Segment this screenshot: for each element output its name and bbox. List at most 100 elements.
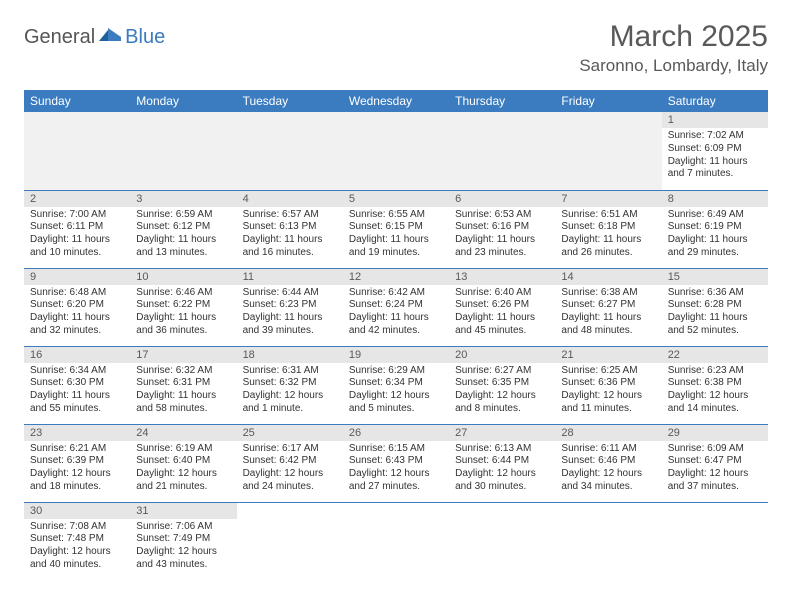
day-number: 9	[24, 269, 130, 285]
day-details: Sunrise: 6:36 AMSunset: 6:28 PMDaylight:…	[662, 285, 768, 342]
sunset-line: Sunset: 6:34 PM	[349, 377, 443, 390]
day-cell: 1Sunrise: 7:02 AMSunset: 6:09 PMDaylight…	[662, 112, 768, 190]
calendar-week-row: 23Sunrise: 6:21 AMSunset: 6:39 PMDayligh…	[24, 424, 768, 502]
day-header: Sunday	[24, 90, 130, 112]
calendar-week-row: 30Sunrise: 7:08 AMSunset: 7:48 PMDayligh…	[24, 502, 768, 580]
day-details: Sunrise: 6:44 AMSunset: 6:23 PMDaylight:…	[237, 285, 343, 342]
day-details: Sunrise: 6:11 AMSunset: 6:46 PMDaylight:…	[555, 441, 661, 498]
calendar-week-row: 1Sunrise: 7:02 AMSunset: 6:09 PMDaylight…	[24, 112, 768, 190]
day-cell: 21Sunrise: 6:25 AMSunset: 6:36 PMDayligh…	[555, 346, 661, 424]
sunset-line: Sunset: 6:47 PM	[668, 455, 762, 468]
day-number: 12	[343, 269, 449, 285]
sunrise-line: Sunrise: 6:11 AM	[561, 443, 655, 456]
daylight-line: Daylight: 11 hours and 16 minutes.	[243, 234, 337, 260]
sunset-line: Sunset: 6:39 PM	[30, 455, 124, 468]
empty-cell	[343, 502, 449, 580]
day-details: Sunrise: 6:27 AMSunset: 6:35 PMDaylight:…	[449, 363, 555, 420]
empty-cell	[237, 502, 343, 580]
day-cell: 14Sunrise: 6:38 AMSunset: 6:27 PMDayligh…	[555, 268, 661, 346]
location: Saronno, Lombardy, Italy	[579, 56, 768, 76]
day-details: Sunrise: 7:02 AMSunset: 6:09 PMDaylight:…	[662, 128, 768, 185]
sunrise-line: Sunrise: 6:09 AM	[668, 443, 762, 456]
sunset-line: Sunset: 6:15 PM	[349, 221, 443, 234]
day-header: Saturday	[662, 90, 768, 112]
day-cell: 7Sunrise: 6:51 AMSunset: 6:18 PMDaylight…	[555, 190, 661, 268]
day-number: 30	[24, 503, 130, 519]
day-cell: 18Sunrise: 6:31 AMSunset: 6:32 PMDayligh…	[237, 346, 343, 424]
day-details: Sunrise: 6:29 AMSunset: 6:34 PMDaylight:…	[343, 363, 449, 420]
sunset-line: Sunset: 6:13 PM	[243, 221, 337, 234]
day-cell: 31Sunrise: 7:06 AMSunset: 7:49 PMDayligh…	[130, 502, 236, 580]
daylight-line: Daylight: 11 hours and 13 minutes.	[136, 234, 230, 260]
day-number: 16	[24, 347, 130, 363]
sunrise-line: Sunrise: 6:34 AM	[30, 365, 124, 378]
day-number: 2	[24, 191, 130, 207]
daylight-line: Daylight: 11 hours and 42 minutes.	[349, 312, 443, 338]
day-cell: 17Sunrise: 6:32 AMSunset: 6:31 PMDayligh…	[130, 346, 236, 424]
day-number: 17	[130, 347, 236, 363]
calendar-page: General Blue March 2025 Saronno, Lombard…	[0, 0, 792, 600]
day-number: 7	[555, 191, 661, 207]
day-cell: 26Sunrise: 6:15 AMSunset: 6:43 PMDayligh…	[343, 424, 449, 502]
title-block: March 2025 Saronno, Lombardy, Italy	[579, 20, 768, 76]
sunset-line: Sunset: 6:44 PM	[455, 455, 549, 468]
daylight-line: Daylight: 11 hours and 36 minutes.	[136, 312, 230, 338]
daylight-line: Daylight: 11 hours and 19 minutes.	[349, 234, 443, 260]
day-number: 22	[662, 347, 768, 363]
day-details: Sunrise: 6:51 AMSunset: 6:18 PMDaylight:…	[555, 207, 661, 264]
sunrise-line: Sunrise: 6:19 AM	[136, 443, 230, 456]
day-number: 21	[555, 347, 661, 363]
day-cell: 5Sunrise: 6:55 AMSunset: 6:15 PMDaylight…	[343, 190, 449, 268]
day-details: Sunrise: 6:57 AMSunset: 6:13 PMDaylight:…	[237, 207, 343, 264]
day-cell: 28Sunrise: 6:11 AMSunset: 6:46 PMDayligh…	[555, 424, 661, 502]
sunset-line: Sunset: 6:27 PM	[561, 299, 655, 312]
daylight-line: Daylight: 12 hours and 8 minutes.	[455, 390, 549, 416]
empty-cell	[555, 112, 661, 190]
daylight-line: Daylight: 11 hours and 55 minutes.	[30, 390, 124, 416]
sunrise-line: Sunrise: 7:00 AM	[30, 209, 124, 222]
sunrise-line: Sunrise: 6:13 AM	[455, 443, 549, 456]
day-number: 11	[237, 269, 343, 285]
day-cell: 29Sunrise: 6:09 AMSunset: 6:47 PMDayligh…	[662, 424, 768, 502]
daylight-line: Daylight: 12 hours and 37 minutes.	[668, 468, 762, 494]
sunrise-line: Sunrise: 6:29 AM	[349, 365, 443, 378]
sunrise-line: Sunrise: 6:40 AM	[455, 287, 549, 300]
sunset-line: Sunset: 6:42 PM	[243, 455, 337, 468]
day-number: 26	[343, 425, 449, 441]
sunrise-line: Sunrise: 6:55 AM	[349, 209, 443, 222]
sunrise-line: Sunrise: 6:15 AM	[349, 443, 443, 456]
daylight-line: Daylight: 12 hours and 21 minutes.	[136, 468, 230, 494]
sunset-line: Sunset: 6:16 PM	[455, 221, 549, 234]
day-header: Tuesday	[237, 90, 343, 112]
day-number: 13	[449, 269, 555, 285]
day-number: 19	[343, 347, 449, 363]
sunset-line: Sunset: 6:38 PM	[668, 377, 762, 390]
day-cell: 11Sunrise: 6:44 AMSunset: 6:23 PMDayligh…	[237, 268, 343, 346]
day-details: Sunrise: 6:15 AMSunset: 6:43 PMDaylight:…	[343, 441, 449, 498]
sunrise-line: Sunrise: 6:27 AM	[455, 365, 549, 378]
empty-cell	[555, 502, 661, 580]
sunset-line: Sunset: 6:40 PM	[136, 455, 230, 468]
day-cell: 30Sunrise: 7:08 AMSunset: 7:48 PMDayligh…	[24, 502, 130, 580]
calendar-table: SundayMondayTuesdayWednesdayThursdayFrid…	[24, 90, 768, 580]
daylight-line: Daylight: 11 hours and 58 minutes.	[136, 390, 230, 416]
logo-flag-icon	[99, 27, 123, 45]
empty-cell	[130, 112, 236, 190]
day-details: Sunrise: 6:23 AMSunset: 6:38 PMDaylight:…	[662, 363, 768, 420]
day-header: Wednesday	[343, 90, 449, 112]
sunset-line: Sunset: 6:35 PM	[455, 377, 549, 390]
sunset-line: Sunset: 6:36 PM	[561, 377, 655, 390]
daylight-line: Daylight: 11 hours and 7 minutes.	[668, 156, 762, 182]
day-cell: 16Sunrise: 6:34 AMSunset: 6:30 PMDayligh…	[24, 346, 130, 424]
sunset-line: Sunset: 7:48 PM	[30, 533, 124, 546]
day-number: 3	[130, 191, 236, 207]
sunrise-line: Sunrise: 6:46 AM	[136, 287, 230, 300]
day-details: Sunrise: 6:34 AMSunset: 6:30 PMDaylight:…	[24, 363, 130, 420]
day-cell: 25Sunrise: 6:17 AMSunset: 6:42 PMDayligh…	[237, 424, 343, 502]
sunset-line: Sunset: 6:12 PM	[136, 221, 230, 234]
sunrise-line: Sunrise: 6:25 AM	[561, 365, 655, 378]
sunrise-line: Sunrise: 6:36 AM	[668, 287, 762, 300]
sunrise-line: Sunrise: 6:32 AM	[136, 365, 230, 378]
daylight-line: Daylight: 12 hours and 43 minutes.	[136, 546, 230, 572]
day-details: Sunrise: 6:48 AMSunset: 6:20 PMDaylight:…	[24, 285, 130, 342]
